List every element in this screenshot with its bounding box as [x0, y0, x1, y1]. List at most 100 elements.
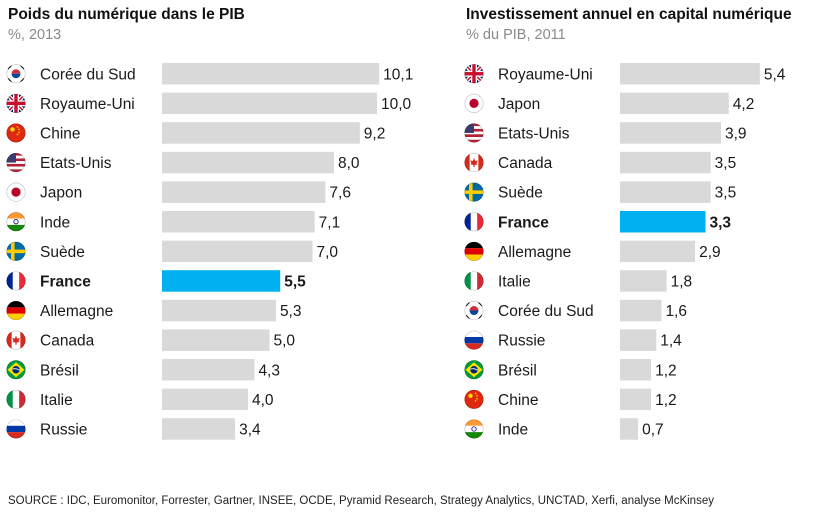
- category-label: France: [498, 214, 549, 231]
- bar: [620, 122, 722, 144]
- flag-kr-icon: [6, 64, 26, 84]
- flag-de-icon: [6, 301, 26, 321]
- data-label: 5,3: [280, 303, 302, 320]
- bar: [620, 329, 657, 351]
- chart-title: Poids du numérique dans le PIB: [8, 6, 245, 23]
- data-label: 1,4: [660, 333, 682, 350]
- data-label: 3,3: [709, 214, 731, 231]
- bar: [620, 63, 760, 85]
- data-label: 1,2: [655, 362, 677, 379]
- data-label: 5,0: [274, 333, 296, 350]
- category-label: Chine: [498, 392, 539, 409]
- data-label: 5,5: [284, 273, 306, 290]
- category-label: Suède: [498, 185, 543, 202]
- category-label: Inde: [498, 421, 528, 438]
- data-label: 7,6: [329, 185, 351, 202]
- category-label: Corée du Sud: [40, 66, 136, 83]
- data-label: 1,2: [655, 392, 677, 409]
- flag-ru-icon: [464, 330, 484, 350]
- data-label: 3,4: [239, 421, 261, 438]
- flag-se-icon: [6, 241, 26, 261]
- category-label: Japon: [498, 96, 540, 113]
- flag-in-icon: [6, 212, 26, 232]
- bar: [620, 92, 729, 115]
- flag-jp-icon: [6, 182, 26, 202]
- category-label: Japon: [40, 185, 82, 202]
- bar: [620, 211, 706, 233]
- chart-title: Investissement annuel en capital numériq…: [466, 6, 792, 23]
- bar: [162, 151, 334, 174]
- data-label: 9,2: [364, 125, 386, 142]
- bar: [620, 418, 639, 440]
- flag-it-icon: [464, 271, 484, 291]
- flag-fr-icon: [464, 212, 484, 232]
- category-label: Suède: [40, 244, 85, 261]
- category-label: Canada: [498, 155, 553, 172]
- data-label: 0,7: [642, 421, 664, 438]
- flag-ca-icon: [464, 153, 484, 173]
- data-label: 1,6: [665, 303, 687, 320]
- category-label: Russie: [498, 333, 545, 350]
- bar: [620, 270, 667, 292]
- flag-fr-icon: [6, 271, 26, 291]
- category-label: Italie: [498, 273, 531, 290]
- flag-ru-icon: [6, 419, 26, 439]
- category-label: Allemagne: [40, 303, 113, 320]
- source-note: SOURCE : IDC, Euromonitor, Forrester, Ga…: [8, 495, 714, 507]
- flag-cn-icon: [464, 389, 484, 409]
- bar: [162, 240, 313, 263]
- flag-jp-icon: [464, 93, 484, 113]
- flag-br-icon: [6, 360, 26, 380]
- flag-us-icon: [6, 153, 26, 173]
- data-label: 2,9: [699, 244, 721, 261]
- bar: [620, 181, 711, 203]
- category-label: Canada: [40, 333, 95, 350]
- category-label: Russie: [40, 421, 87, 438]
- flag-gb-icon: [6, 93, 26, 113]
- category-label: Royaume-Uni: [498, 66, 593, 83]
- bar: [162, 92, 377, 115]
- data-label: 7,0: [317, 244, 339, 261]
- category-label: Royaume-Uni: [40, 96, 135, 113]
- category-label: Corée du Sud: [498, 303, 594, 320]
- flag-it-icon: [6, 389, 26, 409]
- bar: [162, 211, 315, 233]
- data-label: 10,1: [383, 66, 413, 83]
- category-label: Etats-Unis: [498, 125, 570, 142]
- data-label: 8,0: [338, 155, 360, 172]
- category-label: Brésil: [498, 362, 537, 379]
- category-label: Etats-Unis: [40, 155, 112, 172]
- bar: [162, 181, 326, 203]
- bar: [162, 418, 236, 440]
- chart-left-panel: Poids du numérique dans le PIB %, 2013 C…: [6, 0, 428, 460]
- bar: [162, 270, 281, 292]
- flag-in-icon: [464, 419, 484, 439]
- data-label: 4,3: [258, 362, 280, 379]
- chart-subtitle: % du PIB, 2011: [466, 27, 566, 43]
- data-label: 4,2: [733, 96, 755, 113]
- flag-br-icon: [464, 360, 484, 380]
- bar: [162, 63, 380, 85]
- flag-se-icon: [464, 182, 484, 202]
- data-label: 3,5: [715, 185, 737, 202]
- data-label: 3,9: [725, 125, 747, 142]
- flag-kr-icon: [464, 301, 484, 321]
- bar: [620, 359, 652, 381]
- bar: [162, 122, 360, 144]
- bar: [162, 299, 276, 322]
- data-label: 7,1: [319, 214, 341, 231]
- bar: [620, 388, 652, 411]
- bar: [162, 329, 270, 351]
- bar: [620, 240, 696, 263]
- data-label: 3,5: [715, 155, 737, 172]
- bar: [620, 151, 711, 174]
- bar-chart-left: Corée du Sud 10,1 Royaume-Uni 10,0 Chine 9,2 E…: [6, 63, 413, 440]
- data-label: 1,8: [671, 273, 693, 290]
- category-label: Chine: [40, 125, 81, 142]
- flag-ca-icon: [6, 330, 26, 350]
- bar: [162, 388, 248, 411]
- flag-cn-icon: [6, 123, 26, 143]
- category-label: Brésil: [40, 362, 79, 379]
- bar: [162, 359, 255, 381]
- category-label: Allemagne: [498, 244, 571, 261]
